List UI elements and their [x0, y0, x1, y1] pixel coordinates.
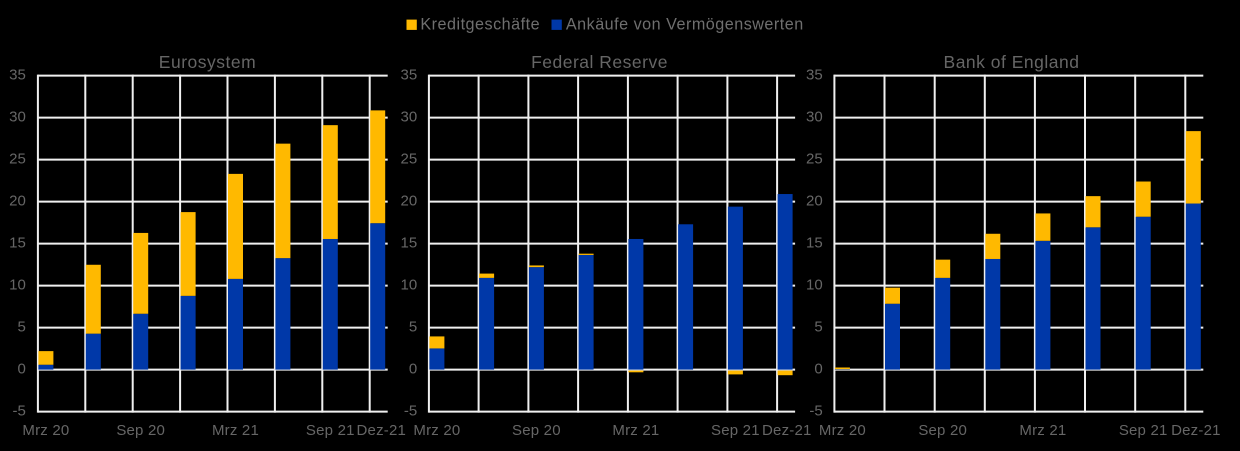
- svg-text:5: 5: [814, 319, 822, 336]
- svg-text:Sep 20: Sep 20: [918, 422, 967, 439]
- svg-text:35: 35: [9, 67, 26, 84]
- svg-text:0: 0: [17, 361, 25, 378]
- svg-text:30: 30: [401, 109, 418, 126]
- svg-text:-5: -5: [404, 403, 417, 420]
- svg-text:Mrz 21: Mrz 21: [212, 422, 259, 439]
- svg-text:-5: -5: [12, 403, 25, 420]
- svg-text:0: 0: [409, 361, 417, 378]
- svg-text:Mrz 21: Mrz 21: [612, 422, 659, 439]
- svg-text:10: 10: [401, 277, 418, 294]
- svg-text:Dez-21: Dez-21: [762, 422, 812, 439]
- svg-text:20: 20: [401, 193, 418, 210]
- svg-text:Mrz 20: Mrz 20: [22, 422, 69, 439]
- svg-text:Sep 21: Sep 21: [1119, 422, 1168, 439]
- svg-text:35: 35: [806, 67, 823, 84]
- svg-text:10: 10: [806, 277, 823, 294]
- svg-text:Sep 21: Sep 21: [711, 422, 760, 439]
- svg-text:30: 30: [806, 109, 823, 126]
- svg-text:Kreditgeschäfte: Kreditgeschäfte: [420, 16, 540, 34]
- svg-text:Mrz 20: Mrz 20: [413, 422, 460, 439]
- svg-text:Dez-21: Dez-21: [357, 422, 407, 439]
- svg-text:Federal Reserve: Federal Reserve: [531, 52, 668, 72]
- svg-text:20: 20: [806, 193, 823, 210]
- svg-text:35: 35: [401, 67, 418, 84]
- svg-text:Sep 20: Sep 20: [116, 422, 165, 439]
- svg-text:15: 15: [9, 235, 26, 252]
- svg-text:Eurosystem: Eurosystem: [159, 52, 256, 72]
- svg-text:Mrz 20: Mrz 20: [819, 422, 866, 439]
- svg-text:25: 25: [401, 151, 418, 168]
- svg-text:15: 15: [806, 235, 823, 252]
- svg-text:0: 0: [814, 361, 822, 378]
- svg-text:Ankäufe von Vermögenswerten: Ankäufe von Vermögenswerten: [566, 16, 804, 34]
- svg-text:10: 10: [9, 277, 26, 294]
- svg-text:5: 5: [409, 319, 417, 336]
- svg-text:-5: -5: [809, 403, 822, 420]
- svg-text:20: 20: [9, 193, 26, 210]
- svg-text:Dez-21: Dez-21: [1171, 422, 1221, 439]
- svg-text:Bank of England: Bank of England: [944, 52, 1080, 72]
- svg-text:Mrz 21: Mrz 21: [1019, 422, 1066, 439]
- svg-text:25: 25: [9, 151, 26, 168]
- svg-text:5: 5: [17, 319, 25, 336]
- svg-text:Sep 21: Sep 21: [306, 422, 355, 439]
- svg-text:25: 25: [806, 151, 823, 168]
- svg-text:15: 15: [401, 235, 418, 252]
- svg-text:Sep 20: Sep 20: [512, 422, 561, 439]
- svg-text:30: 30: [9, 109, 26, 126]
